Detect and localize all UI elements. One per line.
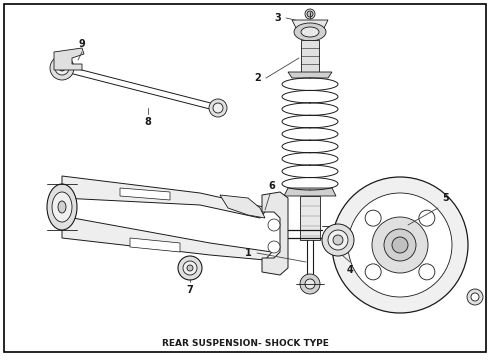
Circle shape xyxy=(268,219,280,231)
Circle shape xyxy=(419,210,435,226)
Ellipse shape xyxy=(58,201,66,213)
Circle shape xyxy=(305,9,315,19)
Circle shape xyxy=(392,237,408,253)
Circle shape xyxy=(209,99,227,117)
Polygon shape xyxy=(288,72,332,78)
Circle shape xyxy=(384,229,416,261)
Ellipse shape xyxy=(47,184,77,230)
Ellipse shape xyxy=(294,23,326,41)
Circle shape xyxy=(178,256,202,280)
Text: 3: 3 xyxy=(274,13,281,23)
Polygon shape xyxy=(120,188,170,200)
Circle shape xyxy=(300,274,320,294)
Polygon shape xyxy=(292,20,328,28)
Polygon shape xyxy=(54,48,84,70)
Circle shape xyxy=(183,261,197,275)
Circle shape xyxy=(307,11,313,17)
Circle shape xyxy=(50,56,74,80)
Circle shape xyxy=(348,193,452,297)
Polygon shape xyxy=(300,196,320,240)
Circle shape xyxy=(59,65,65,71)
Circle shape xyxy=(467,289,483,305)
Circle shape xyxy=(332,177,468,313)
Circle shape xyxy=(419,264,435,280)
Circle shape xyxy=(305,279,315,289)
Circle shape xyxy=(268,241,280,253)
Circle shape xyxy=(372,217,428,273)
Circle shape xyxy=(213,103,223,113)
Polygon shape xyxy=(301,40,319,72)
Polygon shape xyxy=(62,216,272,260)
Text: 1: 1 xyxy=(245,248,251,258)
Text: 2: 2 xyxy=(255,73,261,83)
Text: 4: 4 xyxy=(346,265,353,275)
Ellipse shape xyxy=(301,27,319,37)
Circle shape xyxy=(328,230,348,250)
Polygon shape xyxy=(62,176,268,218)
Circle shape xyxy=(187,265,193,271)
Polygon shape xyxy=(284,188,336,196)
Text: 9: 9 xyxy=(78,39,85,49)
Text: 5: 5 xyxy=(442,193,449,203)
Circle shape xyxy=(471,293,479,301)
Polygon shape xyxy=(262,192,288,275)
Circle shape xyxy=(55,61,69,75)
Text: 7: 7 xyxy=(187,285,194,295)
Text: REAR SUSPENSION- SHOCK TYPE: REAR SUSPENSION- SHOCK TYPE xyxy=(162,339,328,348)
Circle shape xyxy=(322,224,354,256)
Text: 8: 8 xyxy=(145,117,151,127)
Circle shape xyxy=(365,264,381,280)
Polygon shape xyxy=(220,195,265,218)
Text: 6: 6 xyxy=(269,181,275,191)
Ellipse shape xyxy=(52,192,72,222)
Circle shape xyxy=(333,235,343,245)
Circle shape xyxy=(365,210,381,226)
Polygon shape xyxy=(130,238,180,252)
